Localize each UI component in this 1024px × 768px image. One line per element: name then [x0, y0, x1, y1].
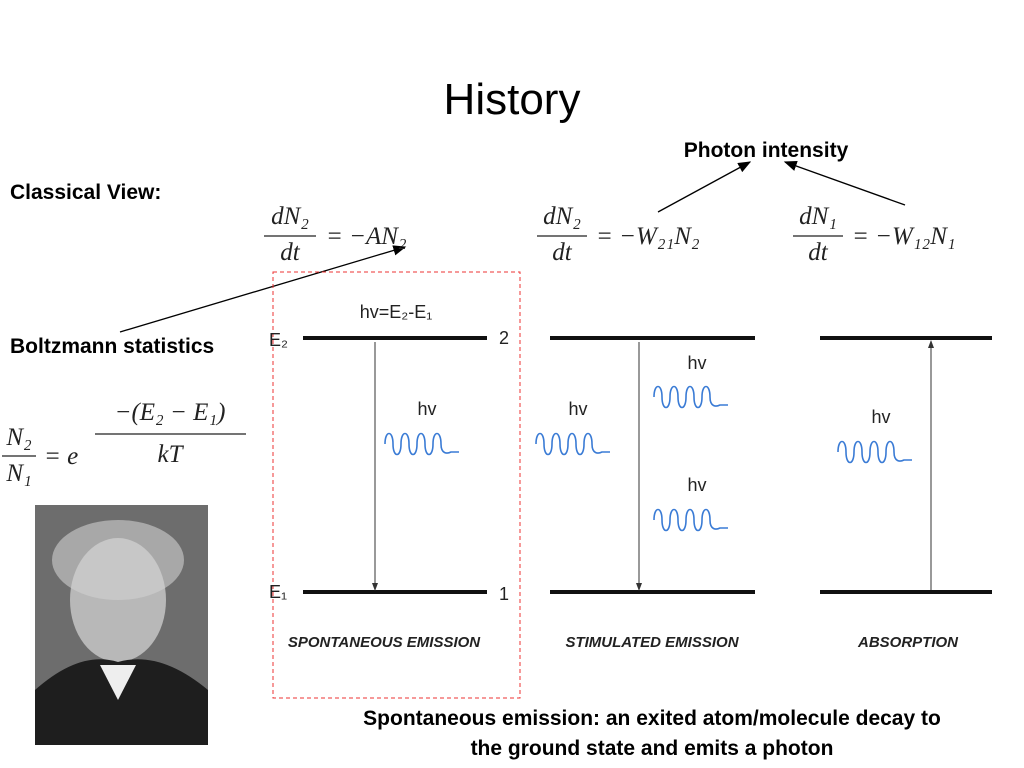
photon-label: hv [687, 353, 706, 373]
rhs: = −W₂₁N₂ [596, 223, 700, 250]
denominator: dt [280, 239, 301, 266]
transition-label: hv=E₂-E₁ [360, 302, 433, 322]
caption-line: Spontaneous emission: an exited atom/mol… [363, 707, 941, 730]
annotation: Boltzmann statistics [10, 335, 214, 358]
photon-wave [535, 432, 611, 456]
level-number: 2 [499, 328, 509, 348]
level-number: 1 [499, 584, 509, 604]
rhs: = −AN₂ [326, 223, 407, 250]
annotation: Photon intensity [684, 139, 849, 162]
panel-label: STIMULATED EMISSION [565, 634, 739, 651]
photon-label: hv [568, 399, 587, 419]
denominator: dt [552, 239, 573, 266]
photon-wave [653, 508, 729, 532]
caption-line: the ground state and emits a photon [471, 737, 834, 760]
panel-label: ABSORPTION [857, 634, 959, 651]
arrow [119, 245, 407, 333]
exponent-denominator: kT [158, 441, 185, 468]
numerator: N₂ [5, 424, 32, 451]
annotation: Classical View: [10, 181, 161, 204]
denominator: N₁ [5, 460, 31, 487]
photon-wave [653, 385, 729, 409]
energy-diagram: hv=E₂-E₁ E₂ E₁ 2 1 hv hv hv hv hv SPONTA… [269, 302, 992, 651]
equation: N₂ N₁ = e −(E₂ − E₁) kT [2, 399, 246, 487]
photon-wave [384, 432, 460, 456]
arrow [657, 161, 752, 213]
slide-title: History [444, 75, 581, 124]
photon-wave [837, 440, 913, 464]
denominator: dt [808, 239, 829, 266]
equation: dN₂ dt = −AN₂ [264, 203, 407, 266]
level-label: E₁ [269, 582, 287, 602]
photon-label: hv [417, 399, 436, 419]
photon-label: hv [687, 475, 706, 495]
photon-label: hv [871, 407, 890, 427]
rhs: = −W₁₂N₁ [852, 223, 956, 250]
portrait-photo [35, 505, 208, 745]
equation: dN₂ dt = −W₂₁N₂ [537, 203, 700, 266]
exponent-numerator: −(E₂ − E₁) [115, 399, 226, 426]
arrow [783, 161, 906, 206]
numerator: dN₂ [271, 203, 309, 230]
numerator: dN₁ [799, 203, 837, 230]
level-label: E₂ [269, 330, 288, 350]
equation: dN₁ dt = −W₁₂N₁ [793, 203, 956, 266]
numerator: dN₂ [543, 203, 581, 230]
rhs: = e [44, 443, 78, 470]
panel-label: SPONTANEOUS EMISSION [288, 634, 481, 651]
